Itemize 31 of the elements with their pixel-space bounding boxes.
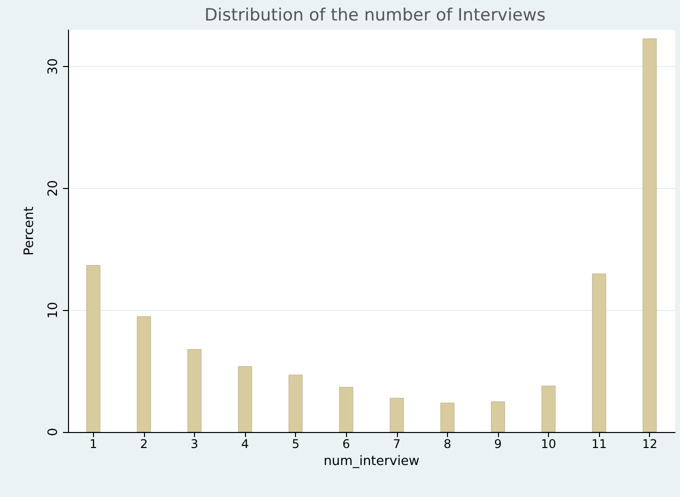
bar bbox=[339, 386, 354, 432]
bar bbox=[490, 402, 505, 432]
bar bbox=[288, 374, 303, 432]
bar bbox=[440, 402, 454, 432]
bar bbox=[390, 398, 404, 432]
y-tick-label: 20 bbox=[46, 180, 61, 197]
bar bbox=[592, 274, 606, 432]
x-tick-label: 10 bbox=[540, 437, 556, 451]
chart-title: Distribution of the number of Interviews bbox=[204, 6, 546, 26]
bar bbox=[86, 265, 100, 432]
y-axis-title: Percent bbox=[22, 206, 37, 256]
bar bbox=[542, 386, 556, 432]
bar bbox=[238, 366, 252, 432]
x-tick-label: 2 bbox=[140, 437, 148, 451]
x-tick-label: 5 bbox=[292, 437, 300, 451]
x-tick-label: 6 bbox=[342, 437, 350, 451]
x-tick-label: 11 bbox=[591, 437, 607, 451]
x-tick-label: 4 bbox=[241, 437, 249, 451]
bar bbox=[187, 349, 202, 432]
bar bbox=[642, 38, 657, 432]
y-tick-label: 10 bbox=[46, 302, 61, 318]
y-tick-label: 0 bbox=[46, 428, 61, 436]
x-tick-label: 3 bbox=[190, 437, 198, 451]
x-tick-label: 7 bbox=[392, 437, 401, 451]
bar bbox=[136, 316, 151, 432]
x-tick-label: 1 bbox=[89, 437, 98, 451]
x-tick-label: 9 bbox=[494, 437, 502, 451]
x-tick-label: 8 bbox=[444, 437, 452, 451]
x-tick-label: 12 bbox=[642, 437, 658, 451]
y-tick-label: 30 bbox=[46, 58, 61, 75]
x-axis-title: num_interview bbox=[324, 454, 420, 469]
